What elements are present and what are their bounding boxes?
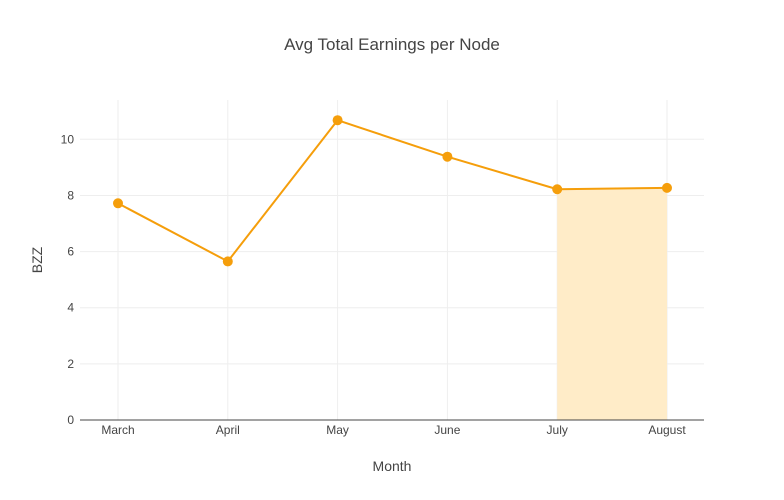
chart-title: Avg Total Earnings per Node bbox=[284, 35, 500, 54]
data-point bbox=[332, 115, 343, 126]
plot-area: 0 2 4 6 8 10 March April May June July August bbox=[61, 100, 704, 437]
y-tick-label: 2 bbox=[67, 357, 74, 371]
x-tick-label: July bbox=[547, 423, 568, 437]
data-point bbox=[442, 151, 453, 162]
data-point bbox=[222, 256, 233, 267]
x-tick-label: August bbox=[648, 423, 686, 437]
x-tick-label: March bbox=[101, 423, 134, 437]
x-axis-title: Month bbox=[373, 458, 412, 474]
highlight-band bbox=[557, 187, 667, 420]
y-tick-label: 0 bbox=[67, 413, 74, 427]
data-point bbox=[662, 182, 672, 193]
y-tick-label: 4 bbox=[67, 301, 74, 315]
y-tick-label: 6 bbox=[67, 245, 74, 259]
y-tick-label: 8 bbox=[67, 188, 74, 202]
data-point bbox=[552, 184, 563, 195]
x-tick-label: May bbox=[326, 423, 349, 437]
x-tick-label: April bbox=[216, 423, 240, 437]
y-axis-title: BZZ bbox=[29, 246, 45, 273]
y-tick-label: 10 bbox=[61, 132, 75, 146]
series-line bbox=[117, 119, 668, 263]
data-point bbox=[113, 198, 123, 209]
x-tick-label: June bbox=[434, 423, 460, 437]
